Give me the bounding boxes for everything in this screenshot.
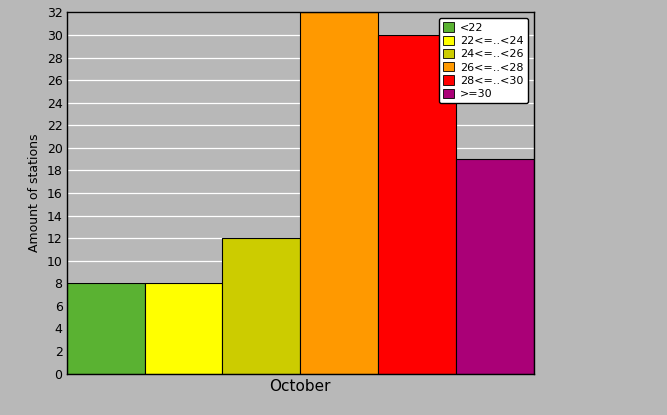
Bar [300, 12, 378, 374]
Bar [222, 238, 300, 374]
Y-axis label: Amount of stations: Amount of stations [28, 134, 41, 252]
Bar [378, 35, 456, 374]
X-axis label: October: October [269, 379, 331, 394]
Bar [67, 283, 145, 374]
Legend: <22, 22<=..<24, 24<=..<26, 26<=..<28, 28<=..<30, >=30: <22, 22<=..<24, 24<=..<26, 26<=..<28, 28… [439, 18, 528, 103]
Bar [145, 283, 222, 374]
Bar [456, 159, 534, 374]
